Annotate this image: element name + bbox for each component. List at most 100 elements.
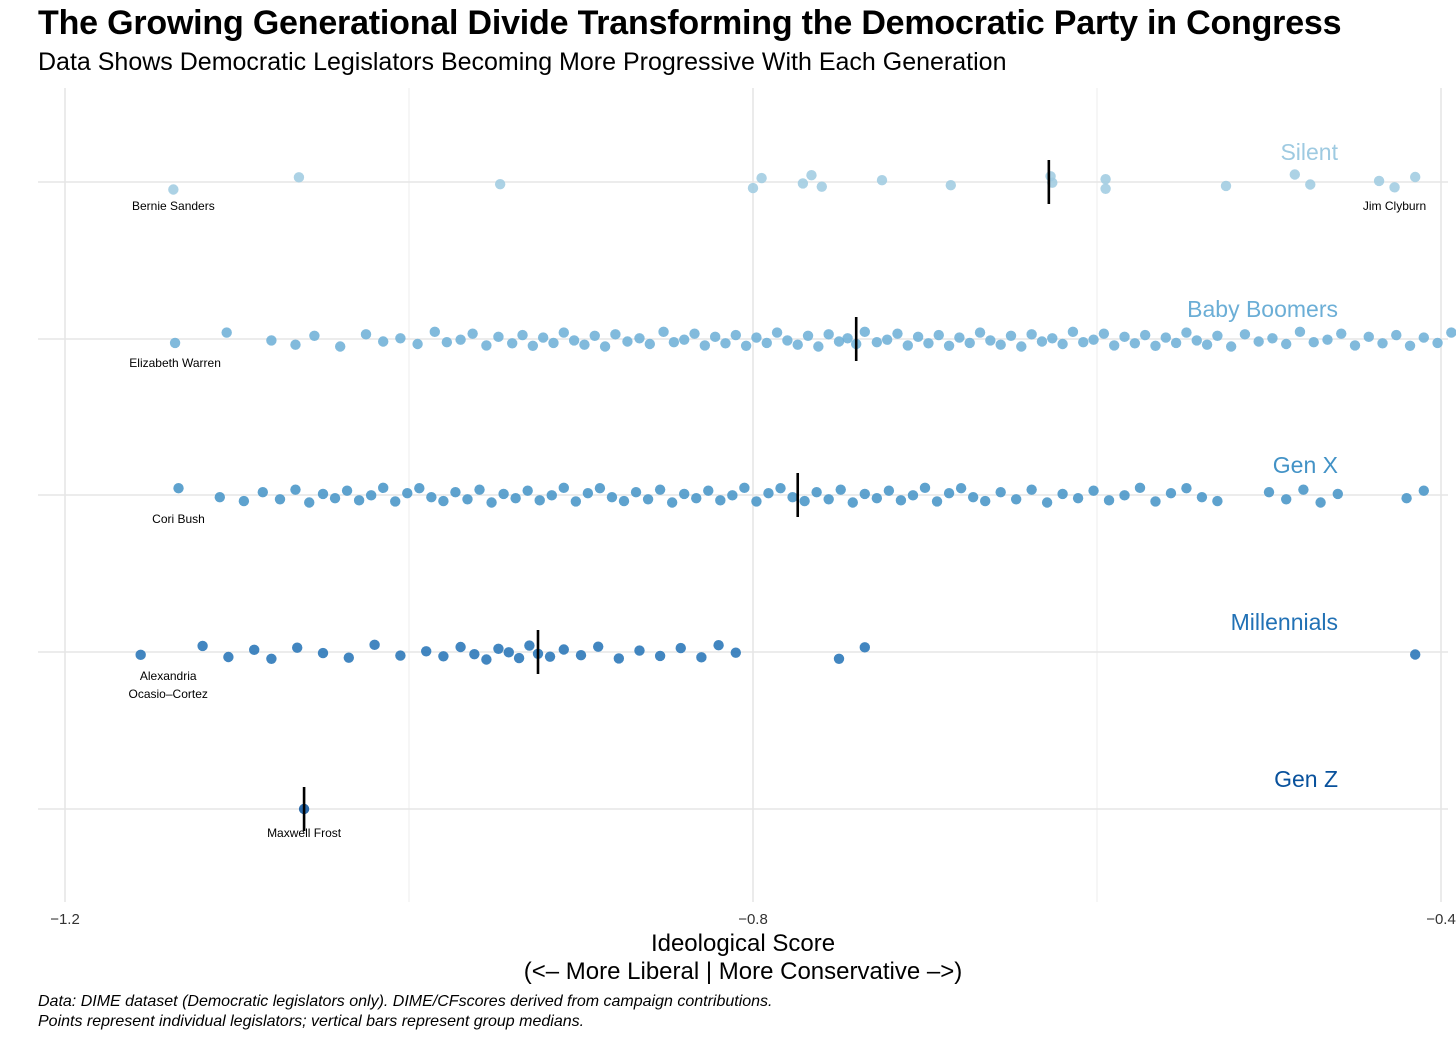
- data-point: [1446, 327, 1456, 338]
- data-point: [740, 340, 752, 351]
- data-point: [747, 182, 759, 194]
- data-point: [214, 491, 225, 503]
- data-point: [1418, 485, 1430, 496]
- data-point: [1057, 338, 1068, 350]
- data-point: [1401, 493, 1412, 504]
- data-point: [1212, 495, 1223, 507]
- legislator-label: Bernie Sanders: [132, 199, 215, 213]
- data-point: [537, 332, 549, 343]
- data-point: [481, 340, 492, 351]
- data-point: [593, 641, 604, 652]
- data-point: [919, 482, 931, 494]
- data-point: [568, 335, 580, 346]
- data-point: [513, 652, 525, 664]
- data-point: [806, 170, 817, 181]
- data-point: [582, 488, 594, 499]
- data-point: [429, 326, 440, 338]
- data-point: [353, 495, 365, 506]
- data-point: [1150, 496, 1161, 507]
- data-point: [378, 482, 389, 494]
- data-point: [438, 495, 449, 507]
- generation-label: Gen X: [1273, 452, 1338, 478]
- data-point: [369, 639, 380, 651]
- data-point: [799, 495, 810, 507]
- data-point: [995, 339, 1006, 350]
- data-point: [1119, 490, 1130, 501]
- data-point: [527, 340, 539, 351]
- data-point: [474, 484, 485, 495]
- data-point: [579, 339, 590, 350]
- data-point: [1016, 341, 1027, 352]
- data-point: [1391, 329, 1402, 341]
- data-point: [548, 337, 559, 349]
- data-point: [173, 483, 184, 494]
- data-point: [892, 328, 903, 339]
- legislator-label: Maxwell Frost: [267, 826, 342, 840]
- data-point: [238, 495, 250, 507]
- data-point: [606, 491, 618, 503]
- data-point: [730, 647, 741, 658]
- data-point: [943, 488, 955, 499]
- legislator-label: Elizabeth Warren: [129, 356, 221, 370]
- data-point: [876, 175, 888, 186]
- chart-title: The Growing Generational Divide Transfor…: [38, 4, 1342, 42]
- data-point: [895, 495, 907, 506]
- data-point: [644, 338, 655, 350]
- data-point: [1170, 337, 1182, 349]
- data-point: [438, 651, 449, 662]
- data-point: [847, 497, 858, 508]
- data-point: [642, 494, 654, 505]
- data-point: [1067, 326, 1079, 338]
- caption-line-1: Data: DIME dataset (Democratic legislato…: [38, 993, 773, 1010]
- data-point: [1322, 334, 1333, 345]
- data-point: [902, 340, 913, 351]
- data-point: [1432, 337, 1443, 349]
- caption-line-2: Points represent individual legislators;…: [38, 1013, 585, 1030]
- data-point: [1294, 326, 1306, 338]
- data-point: [871, 337, 883, 348]
- data-point: [1298, 484, 1309, 495]
- data-point: [414, 483, 425, 494]
- data-point: [720, 338, 731, 349]
- data-point: [510, 493, 521, 504]
- data-point: [544, 651, 556, 662]
- data-point: [341, 485, 353, 496]
- data-point: [1134, 482, 1146, 494]
- data-point: [954, 332, 965, 343]
- data-point: [980, 495, 991, 507]
- data-point: [343, 652, 354, 663]
- legislator-label: Cori Bush: [152, 512, 205, 526]
- data-point: [329, 493, 341, 504]
- legislator-label: Ocasio–Cortez: [129, 687, 208, 701]
- data-point: [727, 490, 738, 501]
- data-point: [1308, 337, 1319, 348]
- data-point: [666, 497, 678, 508]
- data-point: [797, 178, 809, 189]
- data-point: [883, 485, 895, 496]
- data-point: [715, 495, 726, 506]
- data-point: [730, 329, 741, 341]
- data-point: [739, 482, 750, 494]
- data-point: [751, 496, 762, 507]
- data-point: [859, 488, 870, 500]
- data-point: [395, 650, 406, 661]
- chart-subtitle: Data Shows Democratic Legislators Becomi…: [38, 48, 1007, 76]
- data-point: [365, 490, 377, 501]
- data-point: [498, 488, 509, 500]
- data-point: [1373, 175, 1385, 187]
- data-point: [395, 333, 406, 344]
- data-point: [266, 335, 277, 346]
- data-point: [274, 494, 286, 505]
- data-point: [1109, 340, 1120, 351]
- data-point: [1078, 337, 1089, 348]
- data-point: [1281, 494, 1292, 505]
- x-axis-subtitle: (<– More Liberal | More Conservative –>): [524, 958, 962, 985]
- data-point: [630, 486, 642, 498]
- data-point: [1041, 497, 1053, 508]
- data-point: [390, 496, 401, 507]
- data-point: [945, 180, 956, 191]
- data-point: [1263, 486, 1275, 498]
- data-point: [257, 486, 268, 498]
- data-point: [756, 172, 767, 184]
